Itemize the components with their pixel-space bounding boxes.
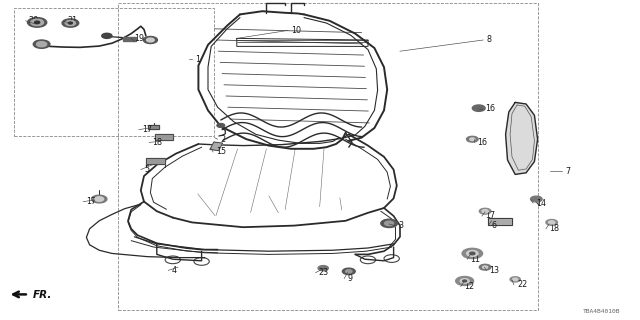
- Polygon shape: [506, 102, 538, 174]
- Text: 9: 9: [348, 274, 353, 283]
- Text: 6: 6: [492, 221, 497, 230]
- Bar: [488, 218, 512, 225]
- Bar: [155, 134, 173, 140]
- Circle shape: [479, 208, 491, 214]
- Text: 8: 8: [486, 36, 492, 44]
- Text: 18: 18: [152, 138, 163, 147]
- Bar: [155, 134, 173, 140]
- Circle shape: [467, 136, 478, 142]
- Text: 17: 17: [142, 125, 152, 134]
- Text: TBA4B4010B: TBA4B4010B: [583, 308, 621, 314]
- Circle shape: [548, 221, 555, 224]
- Text: 17: 17: [485, 212, 495, 220]
- Circle shape: [546, 220, 557, 225]
- Text: 17: 17: [86, 197, 97, 206]
- Circle shape: [68, 22, 72, 24]
- Text: 16: 16: [485, 104, 495, 113]
- Circle shape: [381, 219, 397, 228]
- Bar: [148, 125, 159, 129]
- Text: 11: 11: [470, 255, 481, 264]
- Text: 21: 21: [67, 16, 77, 25]
- Circle shape: [470, 252, 475, 255]
- Text: 19: 19: [134, 34, 145, 43]
- Text: 23: 23: [319, 268, 329, 277]
- Circle shape: [342, 268, 355, 275]
- Bar: [148, 125, 159, 129]
- Text: 22: 22: [517, 280, 527, 289]
- Text: 16: 16: [477, 138, 487, 147]
- Circle shape: [62, 19, 79, 27]
- Circle shape: [460, 279, 469, 283]
- Circle shape: [147, 38, 154, 42]
- Circle shape: [28, 18, 47, 27]
- Circle shape: [456, 276, 474, 285]
- Circle shape: [462, 248, 483, 259]
- Circle shape: [479, 264, 491, 270]
- Bar: [210, 142, 223, 151]
- Text: 5: 5: [144, 165, 149, 174]
- Circle shape: [217, 124, 225, 127]
- Bar: [488, 218, 512, 225]
- Text: 15: 15: [216, 148, 227, 156]
- Circle shape: [318, 266, 328, 271]
- Circle shape: [31, 19, 44, 26]
- Circle shape: [470, 138, 475, 140]
- Circle shape: [95, 197, 104, 201]
- Circle shape: [510, 277, 520, 282]
- Circle shape: [483, 266, 488, 268]
- Text: 10: 10: [291, 26, 301, 35]
- Circle shape: [35, 21, 40, 24]
- Text: 13: 13: [490, 266, 500, 275]
- Circle shape: [33, 40, 50, 48]
- Circle shape: [102, 33, 112, 38]
- Circle shape: [346, 270, 352, 273]
- Circle shape: [463, 280, 467, 282]
- Circle shape: [143, 36, 157, 44]
- Circle shape: [92, 195, 107, 203]
- Circle shape: [472, 105, 485, 111]
- Text: 14: 14: [536, 199, 547, 208]
- Bar: [123, 37, 136, 41]
- Circle shape: [36, 42, 47, 47]
- Text: 4: 4: [172, 266, 177, 275]
- Text: 1: 1: [195, 55, 200, 64]
- Text: 7: 7: [565, 167, 570, 176]
- Circle shape: [385, 221, 394, 226]
- Text: 18: 18: [549, 224, 559, 233]
- Text: 12: 12: [464, 282, 474, 291]
- Circle shape: [531, 196, 542, 202]
- Text: FR.: FR.: [33, 290, 52, 300]
- Text: 3: 3: [398, 221, 403, 230]
- Circle shape: [513, 278, 518, 281]
- Bar: [146, 158, 165, 164]
- Text: 2: 2: [221, 135, 226, 144]
- Circle shape: [65, 20, 76, 26]
- Circle shape: [482, 210, 488, 213]
- Text: 20: 20: [29, 16, 39, 25]
- Bar: [146, 158, 165, 164]
- Circle shape: [467, 251, 478, 256]
- Bar: [210, 142, 223, 151]
